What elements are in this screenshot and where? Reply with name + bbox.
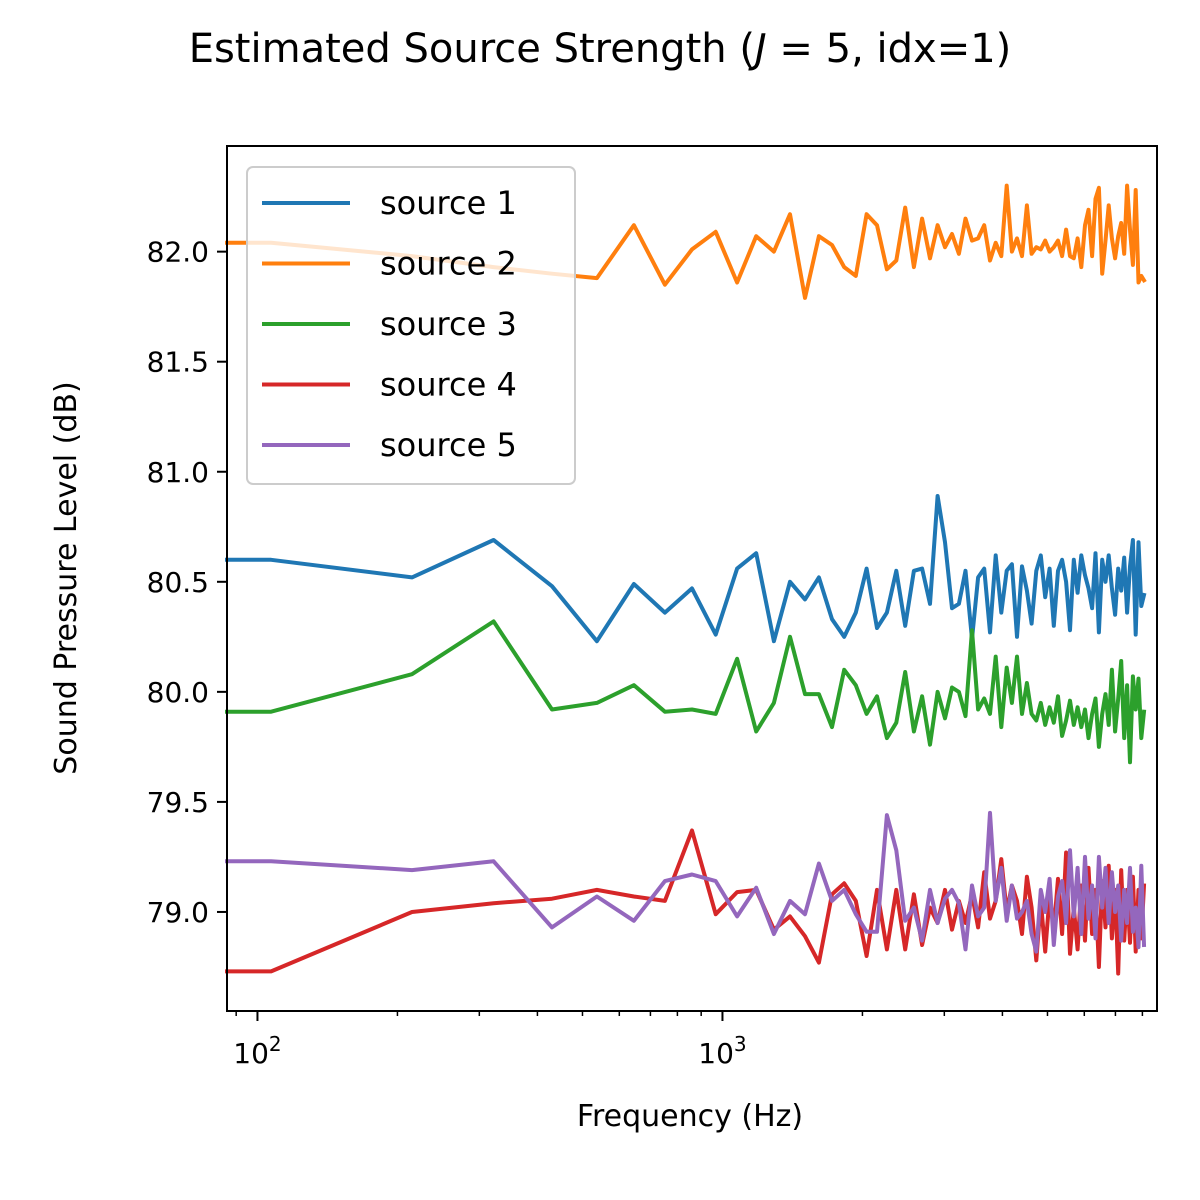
chart-title-prefix: Estimated Source Strength ( xyxy=(189,26,755,72)
series-line-5 xyxy=(225,810,1147,954)
y-tick-label-0: 79.0 xyxy=(147,896,209,929)
legend-label-4: source 4 xyxy=(380,366,517,404)
chart-title-suffix: = 5, idx=1) xyxy=(767,26,1012,72)
y-tick-label-5: 81.5 xyxy=(147,346,209,379)
x-tick-label-1: 103 xyxy=(698,1032,746,1070)
x-axis-label: Frequency (Hz) xyxy=(577,1099,803,1134)
legend-label-1: source 1 xyxy=(380,184,517,222)
legend-label-3: source 3 xyxy=(380,305,517,343)
legend-label-2: source 2 xyxy=(380,245,517,283)
y-axis-label: Sound Pressure Level (dB) xyxy=(49,381,84,774)
series-line-1 xyxy=(225,494,1147,644)
legend: source 1 source 2 source 3 source 4 source 5 xyxy=(246,166,576,485)
y-tick-label-6: 82.0 xyxy=(147,236,209,269)
x-tick-label-0: 102 xyxy=(233,1032,281,1070)
plot-frame xyxy=(226,145,1158,1012)
series-layer xyxy=(225,183,1147,976)
ticks-layer: 79.0 79.5 80.0 80.5 81.0 81.5 82.0 102 103 xyxy=(147,236,1144,1070)
legend-box xyxy=(246,166,576,485)
y-tick-label-4: 81.0 xyxy=(147,456,209,489)
y-tick-label-2: 80.0 xyxy=(147,676,209,709)
series-line-2 xyxy=(225,183,1147,300)
legend-label-5: source 5 xyxy=(380,426,517,464)
y-tick-label-3: 80.5 xyxy=(147,566,209,599)
y-tick-label-1: 79.5 xyxy=(147,786,209,819)
chart-title: Estimated Source Strength (J = 5, idx=1) xyxy=(189,26,1012,72)
series-line-3 xyxy=(225,619,1147,765)
